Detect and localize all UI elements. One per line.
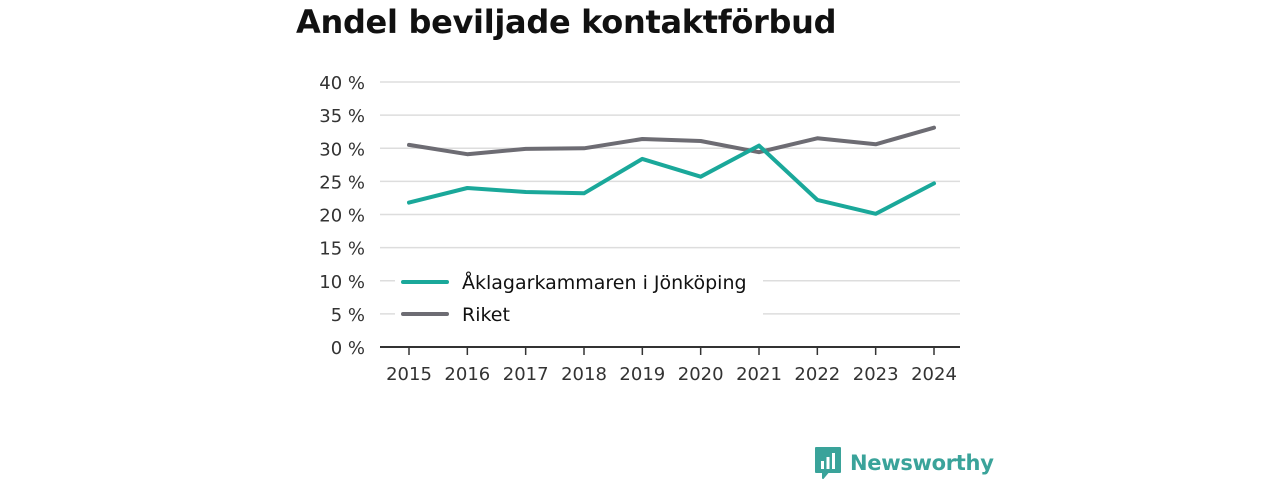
y-tick-label: 40 % [319, 73, 365, 94]
y-tick-label: 30 % [319, 139, 365, 160]
y-tick-label: 20 % [319, 206, 365, 227]
x-tick-label: 2024 [911, 364, 957, 385]
y-tick-label: 5 % [331, 305, 365, 326]
x-tick-label: 2020 [678, 364, 724, 385]
x-axis: 2015 2016 2017 2018 2019 2020 2021 2022 2023 2024 [380, 346, 960, 385]
x-tick-label: 2016 [444, 364, 490, 385]
y-tick-label: 0 % [331, 338, 365, 359]
x-tick-label: 2019 [619, 364, 665, 385]
x-tick-label: 2023 [853, 364, 899, 385]
line-chart: 0 %5 %10 %15 %20 %25 %30 %35 %40 % 2015 2… [319, 73, 960, 385]
chart-title: Andel beviljade kontaktförbud [296, 3, 837, 41]
y-tick-label: 15 % [319, 239, 365, 260]
y-axis-ticks: 0 % 5 % 10 % 15 % 20 % 25 % 30 % 35 % 40 % [319, 73, 365, 359]
legend-label: Riket [462, 304, 510, 326]
x-tick-label: 2021 [736, 364, 782, 385]
legend-label: Åklagarkammaren i Jönköping [462, 271, 747, 294]
legend: Åklagarkammaren i Jönköping Riket [395, 264, 763, 326]
series-line-aklagarkammaren [407, 143, 936, 216]
newsworthy-logo: Newsworthy [814, 446, 994, 480]
legend-background [395, 264, 763, 326]
x-tick-label: 2015 [386, 364, 432, 385]
series-line-riket [407, 125, 936, 157]
x-tick-label: 2017 [503, 364, 549, 385]
bar-chart-speech-bubble-icon [815, 447, 841, 479]
x-tick-label: 2018 [561, 364, 607, 385]
y-tick-label: 35 % [319, 106, 365, 127]
x-tick-label: 2022 [794, 364, 840, 385]
brand-name: Newsworthy [850, 451, 994, 475]
y-tick-label: 10 % [319, 272, 365, 293]
series-lines [407, 125, 936, 216]
y-tick-label: 25 % [319, 172, 365, 193]
